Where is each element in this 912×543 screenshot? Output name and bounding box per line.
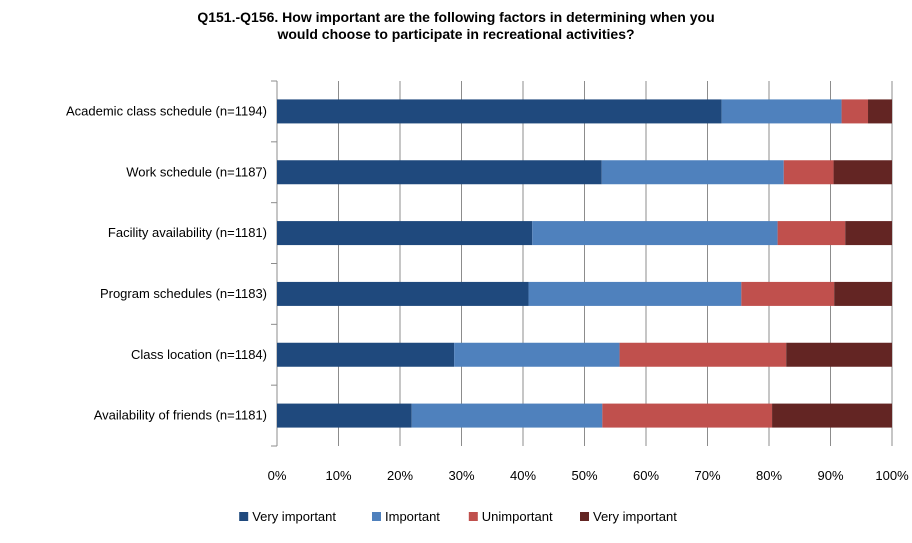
x-tick-label: 10% bbox=[325, 468, 351, 483]
bar-segment bbox=[277, 99, 722, 124]
category-label: Program schedules (n=1183) bbox=[100, 286, 267, 301]
bar-segment bbox=[841, 99, 869, 124]
x-tick-label: 100% bbox=[875, 468, 909, 483]
x-tick-label: 50% bbox=[571, 468, 597, 483]
bar-segment bbox=[277, 221, 533, 246]
legend-label: Unimportant bbox=[482, 509, 553, 524]
category-label: Academic class schedule (n=1194) bbox=[66, 103, 267, 118]
bar-segment bbox=[454, 342, 620, 367]
bar-segment bbox=[411, 403, 603, 428]
category-label: Work schedule (n=1187) bbox=[126, 164, 267, 179]
bar-segment bbox=[833, 160, 892, 185]
legend-swatch bbox=[239, 512, 249, 521]
bar-segment bbox=[619, 342, 787, 367]
chart-title: Q151.-Q156. How important are the follow… bbox=[0, 9, 912, 43]
bar-segment bbox=[721, 99, 842, 124]
bar-segment bbox=[528, 281, 742, 306]
legend-label: Very important bbox=[252, 509, 336, 524]
bar-segment bbox=[277, 403, 412, 428]
legend-swatch bbox=[580, 512, 589, 521]
x-tick-label: 20% bbox=[387, 468, 413, 483]
category-label: Availability of friends (n=1181) bbox=[94, 408, 267, 423]
category-label: Class location (n=1184) bbox=[131, 347, 267, 362]
bar-segment bbox=[868, 99, 892, 124]
x-tick-label: 30% bbox=[448, 468, 474, 483]
chart-title-line-2: would choose to participate in recreatio… bbox=[277, 26, 635, 42]
bar-segment bbox=[277, 342, 455, 367]
x-tick-label: 70% bbox=[694, 468, 720, 483]
bar-segment bbox=[783, 160, 834, 185]
x-tick-label: 40% bbox=[510, 468, 536, 483]
bar-segment bbox=[834, 281, 892, 306]
bar-segment bbox=[277, 160, 602, 185]
x-tick-label: 90% bbox=[817, 468, 843, 483]
legend-swatch bbox=[468, 512, 478, 521]
x-tick-label: 80% bbox=[756, 468, 782, 483]
bar-segment bbox=[601, 160, 784, 185]
bar-segment bbox=[786, 342, 892, 367]
bar-segment bbox=[277, 281, 529, 306]
category-label: Facility availability (n=1181) bbox=[108, 225, 267, 240]
bar-segment bbox=[777, 221, 846, 246]
bar-segment bbox=[845, 221, 892, 246]
bar-segment bbox=[772, 403, 892, 428]
legend-label: Very important bbox=[593, 509, 677, 524]
legend-label: Important bbox=[385, 509, 440, 524]
bar-segment bbox=[741, 281, 835, 306]
legend-swatch bbox=[372, 512, 381, 521]
chart-title-line-1: Q151.-Q156. How important are the follow… bbox=[197, 9, 715, 25]
x-tick-label: 60% bbox=[633, 468, 659, 483]
bar-segment bbox=[602, 403, 773, 428]
bar-segment bbox=[532, 221, 778, 246]
x-tick-label: 0% bbox=[268, 468, 287, 483]
